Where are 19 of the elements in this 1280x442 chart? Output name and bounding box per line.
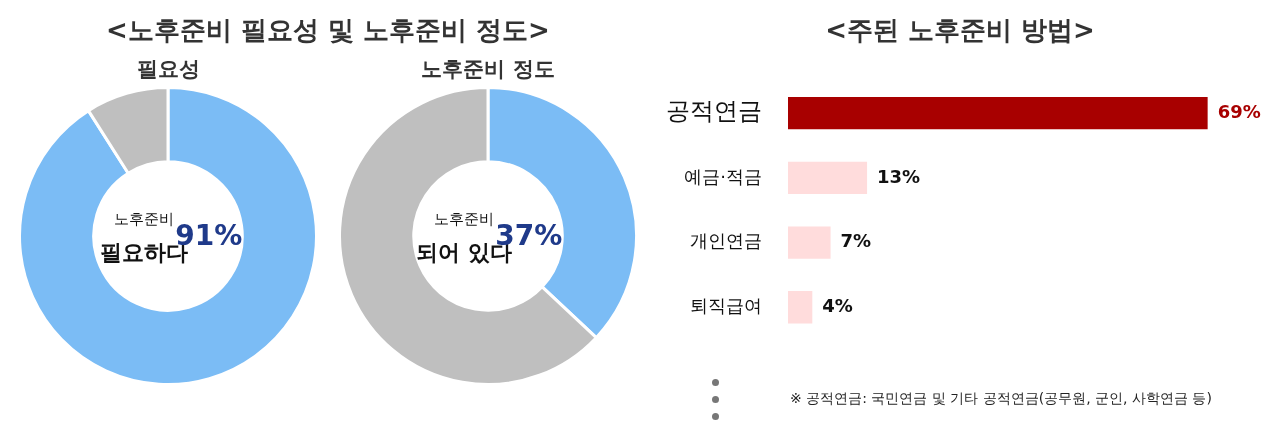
data-label: 13%	[877, 165, 921, 187]
data-label: 4%	[822, 294, 853, 316]
chart-title: 노후준비 정도	[420, 56, 556, 83]
y-tick-label: 개인연금	[690, 230, 762, 252]
data-label: 69%	[1217, 100, 1261, 122]
data-label: 7%	[840, 230, 872, 252]
y-tick-label: 퇴직급여	[690, 294, 762, 316]
text: ※ 공적연금: 국민연금 및 기타 공적연금(공무원, 군인, 사학연금 등)	[790, 390, 1212, 408]
chart-title: <노후준비 필요성 및 노후준비 정도>	[105, 14, 551, 47]
y-tick-label: 공적연금	[666, 97, 762, 126]
text: 노후준비	[114, 209, 175, 228]
bar	[788, 161, 868, 195]
text: 노후준비	[434, 209, 495, 228]
y-tick-label: 예금·적금	[684, 165, 762, 187]
bar	[788, 96, 1208, 130]
chart-subtitle: 필요성	[135, 56, 201, 83]
chart-title: <주된 노후준비 방법>	[824, 14, 1096, 47]
bar	[788, 291, 813, 324]
bar	[788, 226, 831, 259]
